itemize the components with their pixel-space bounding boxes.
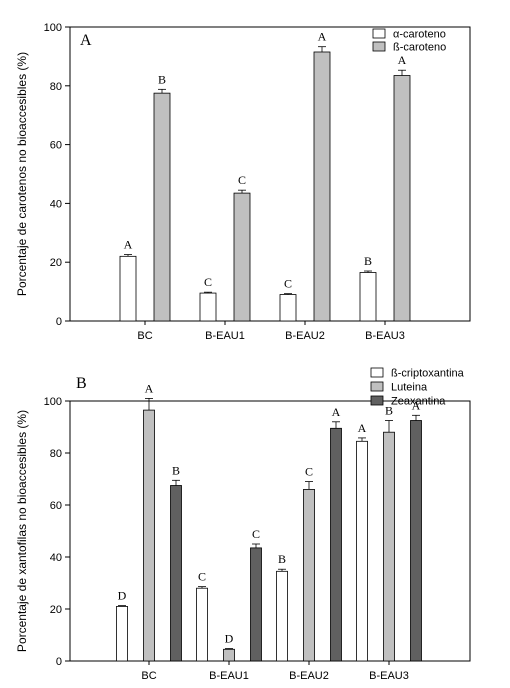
significance-letter: B: [364, 254, 372, 268]
bar: [330, 427, 342, 662]
significance-letter: D: [225, 632, 234, 646]
y-tick-label: 0: [56, 316, 62, 328]
significance-letter: C: [305, 465, 313, 479]
legend-label: Zeaxantina: [391, 396, 446, 408]
significance-letter: C: [284, 277, 292, 291]
plot-frame: [69, 400, 471, 662]
bar: [393, 75, 411, 322]
panel-letter: B: [76, 375, 87, 392]
y-tick-label: 100: [44, 396, 62, 408]
x-category-label: B-EAU3: [365, 330, 405, 342]
bar: [223, 648, 235, 662]
x-category-label: B-EAU1: [209, 670, 249, 682]
x-category-label: BC: [141, 670, 156, 682]
legend-swatch: [370, 381, 384, 392]
significance-letter: A: [398, 53, 407, 67]
y-axis-title: Porcentaje de xantofilas no bioaccesible…: [15, 410, 29, 652]
legend-label: ß-caroteno: [393, 42, 446, 54]
bar: [116, 606, 128, 662]
legend-swatch: [372, 28, 386, 39]
x-category-label: B-EAU1: [205, 330, 245, 342]
significance-letter: B: [385, 404, 393, 418]
significance-letter: A: [358, 421, 367, 435]
bar: [233, 192, 251, 322]
significance-letter: A: [124, 238, 133, 252]
y-axis-title: Porcentaje de carotenos no bioaccesibles…: [15, 52, 29, 296]
bar: [303, 488, 315, 662]
significance-letter: C: [238, 173, 246, 187]
legend-label: Luteina: [391, 382, 428, 394]
significance-letter: A: [318, 30, 327, 44]
y-tick-label: 60: [50, 500, 62, 512]
y-tick-label: 0: [56, 656, 62, 668]
bar: [143, 409, 155, 662]
bar: [196, 587, 208, 662]
bar: [153, 92, 171, 322]
significance-letter: C: [204, 275, 212, 289]
significance-letter: A: [412, 398, 421, 412]
legend-swatch: [370, 395, 384, 406]
bar: [250, 547, 262, 662]
y-tick-label: 80: [50, 448, 62, 460]
significance-letter: C: [252, 527, 260, 541]
x-category-label: B-EAU2: [289, 670, 329, 682]
significance-letter: C: [198, 570, 206, 584]
y-tick-label: 80: [50, 81, 62, 93]
plot-frame: [69, 26, 471, 322]
significance-letter: D: [118, 589, 127, 603]
bar: [356, 440, 368, 662]
bar: [313, 51, 331, 322]
bar: [410, 420, 422, 662]
legend-swatch: [370, 367, 384, 378]
y-tick-label: 60: [50, 140, 62, 152]
y-tick-label: 20: [50, 604, 62, 616]
y-tick-label: 100: [44, 22, 62, 34]
y-tick-label: 20: [50, 257, 62, 269]
panel-letter: A: [80, 32, 92, 49]
significance-letter: A: [332, 405, 341, 419]
legend-swatch: [372, 41, 386, 52]
x-category-label: B-EAU3: [369, 670, 409, 682]
bar: [279, 294, 297, 322]
significance-letter: A: [145, 381, 154, 395]
y-tick-label: 40: [50, 198, 62, 210]
bar: [359, 272, 377, 322]
legend: ß-criptoxantina Luteina Zeaxantina: [370, 367, 465, 408]
bar: [119, 255, 137, 322]
bar: [276, 570, 288, 662]
significance-letter: B: [278, 552, 286, 566]
significance-letter: B: [172, 463, 180, 477]
significance-letter: B: [158, 72, 166, 86]
x-category-label: B-EAU2: [285, 330, 325, 342]
y-tick-label: 40: [50, 552, 62, 564]
bar: [383, 431, 395, 662]
legend-label: α-caroteno: [393, 29, 446, 41]
bar: [170, 485, 182, 662]
bar: [199, 292, 217, 322]
x-category-label: BC: [137, 330, 152, 342]
legend-label: ß-criptoxantina: [391, 368, 465, 380]
